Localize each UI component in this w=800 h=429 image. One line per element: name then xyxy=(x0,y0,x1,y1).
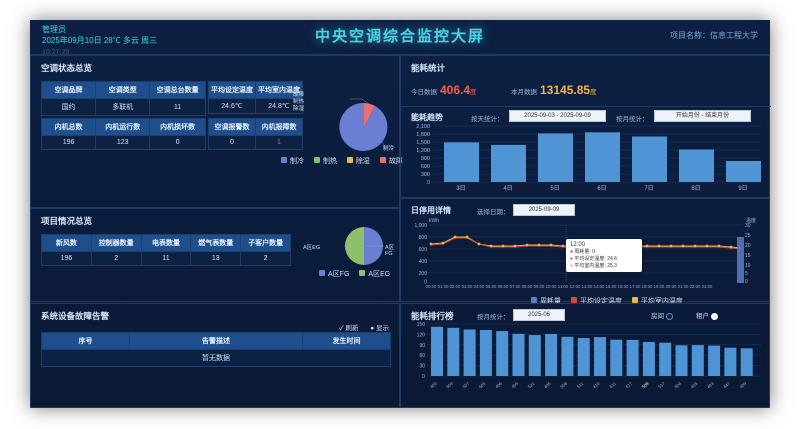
svg-text:509: 509 xyxy=(445,381,454,390)
svg-text:409: 409 xyxy=(739,381,748,390)
svg-text:403: 403 xyxy=(706,381,715,390)
svg-text:417: 417 xyxy=(625,381,634,390)
svg-text:03:00: 03:00 xyxy=(462,284,473,289)
svg-text:200: 200 xyxy=(419,271,428,277)
svg-text:kWh: kWh xyxy=(429,218,439,224)
svg-text:0: 0 xyxy=(427,180,430,186)
svg-text:1,500: 1,500 xyxy=(416,140,430,146)
svg-text:5日: 5日 xyxy=(550,185,559,192)
svg-text:531: 531 xyxy=(527,381,536,390)
svg-text:15:00: 15:00 xyxy=(606,284,617,289)
svg-text:13:00: 13:00 xyxy=(582,284,593,289)
svg-text:30: 30 xyxy=(419,364,425,370)
svg-text:6日: 6日 xyxy=(597,185,606,192)
svg-text:517: 517 xyxy=(657,381,666,390)
svg-text:01:00: 01:00 xyxy=(438,284,449,289)
svg-text:447: 447 xyxy=(722,381,731,390)
svg-text:17:00: 17:00 xyxy=(630,284,641,289)
svg-text:15: 15 xyxy=(745,253,751,259)
svg-text:4日: 4日 xyxy=(503,185,512,192)
svg-text:5: 5 xyxy=(745,271,748,277)
svg-text:800: 800 xyxy=(419,235,428,241)
svg-text:08:00: 08:00 xyxy=(522,284,533,289)
svg-text:405: 405 xyxy=(543,381,552,390)
svg-text:19:00: 19:00 xyxy=(654,284,665,289)
svg-text:30: 30 xyxy=(745,223,751,229)
svg-text:25: 25 xyxy=(745,233,751,239)
svg-text:00:00: 00:00 xyxy=(426,284,437,289)
svg-text:22:00: 22:00 xyxy=(690,284,701,289)
svg-text:20:00: 20:00 xyxy=(666,284,677,289)
svg-text:04:00: 04:00 xyxy=(474,284,485,289)
svg-text:90: 90 xyxy=(419,343,425,349)
svg-text:16:00: 16:00 xyxy=(618,284,629,289)
svg-text:06:00: 06:00 xyxy=(498,284,509,289)
svg-text:2,100: 2,100 xyxy=(416,124,430,130)
svg-text:9日: 9日 xyxy=(738,185,747,192)
svg-text:10: 10 xyxy=(745,263,751,269)
svg-text:403: 403 xyxy=(429,381,438,390)
svg-text:405: 405 xyxy=(690,381,699,390)
svg-text:600: 600 xyxy=(421,164,430,170)
svg-text:600: 600 xyxy=(419,247,428,253)
svg-text:07:00: 07:00 xyxy=(510,284,521,289)
svg-text:150: 150 xyxy=(417,322,426,328)
svg-text:1,200: 1,200 xyxy=(416,148,430,154)
svg-text:508: 508 xyxy=(559,381,568,390)
svg-text:120: 120 xyxy=(417,332,426,338)
svg-text:7日: 7日 xyxy=(644,185,653,192)
svg-text:09:00: 09:00 xyxy=(534,284,545,289)
svg-text:10:00: 10:00 xyxy=(546,284,557,289)
svg-text:21:00: 21:00 xyxy=(678,284,689,289)
svg-text:60: 60 xyxy=(419,353,425,359)
svg-text:11:00: 11:00 xyxy=(558,284,569,289)
svg-text:300: 300 xyxy=(421,172,430,178)
svg-text:18:00: 18:00 xyxy=(642,284,653,289)
svg-text:05:00: 05:00 xyxy=(486,284,497,289)
svg-text:0: 0 xyxy=(422,374,425,380)
svg-text:1,000: 1,000 xyxy=(414,223,427,229)
svg-text:406: 406 xyxy=(494,381,503,390)
svg-text:410: 410 xyxy=(592,381,601,390)
svg-text:12:00: 12:00 xyxy=(570,284,581,289)
svg-text:23:00: 23:00 xyxy=(702,284,713,289)
svg-text:8日: 8日 xyxy=(691,185,700,192)
svg-text:20: 20 xyxy=(745,243,751,249)
svg-text:508: 508 xyxy=(641,381,650,390)
svg-text:3日: 3日 xyxy=(456,185,465,192)
svg-text:14:00: 14:00 xyxy=(594,284,605,289)
svg-text:900: 900 xyxy=(421,156,430,162)
svg-text:1,800: 1,800 xyxy=(416,132,430,138)
svg-text:405: 405 xyxy=(510,381,519,390)
svg-text:0: 0 xyxy=(745,279,748,285)
svg-text:511: 511 xyxy=(576,381,585,390)
svg-text:02:00: 02:00 xyxy=(450,284,461,289)
svg-text:507: 507 xyxy=(462,381,471,390)
svg-text:605: 605 xyxy=(478,381,487,390)
svg-text:604: 604 xyxy=(673,381,682,390)
svg-text:400: 400 xyxy=(419,259,428,265)
svg-text:611: 611 xyxy=(608,381,617,390)
